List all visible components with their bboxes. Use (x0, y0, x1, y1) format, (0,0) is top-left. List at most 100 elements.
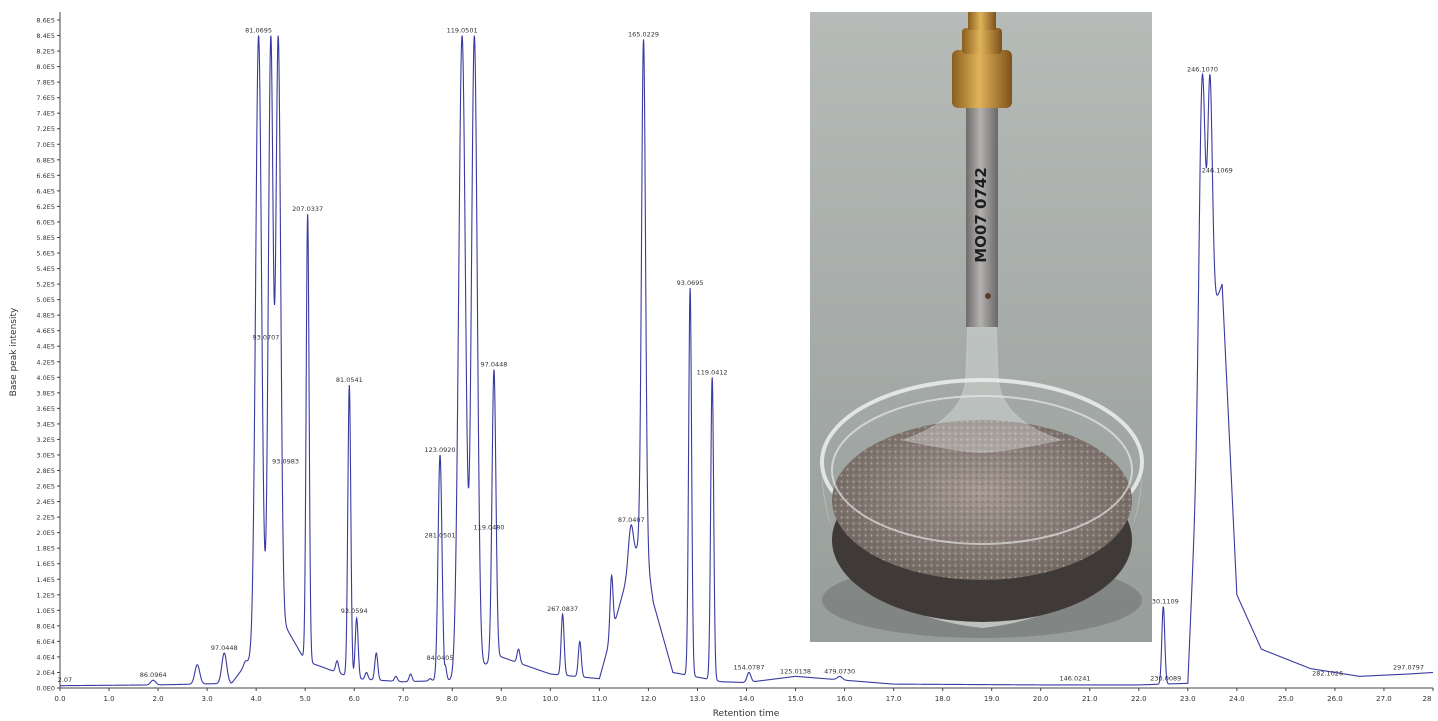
y-tick-label: 4.6E5 (36, 327, 55, 335)
x-tick-label: 27.0 (1376, 695, 1392, 703)
peak-label: 146.0241 (1060, 674, 1091, 682)
y-tick-label: 4.0E4 (36, 653, 55, 661)
peak-label: 282.1026 (1312, 670, 1343, 678)
peak-label: 93.0695 (677, 279, 704, 287)
x-tick-label: 12.0 (641, 695, 657, 703)
x-tick-group: 0.0 1.0 2.0 3.0 4.0 5.0 6.0 7.0 8.0 9.0 10.0 11.0 12… (54, 688, 1434, 703)
peak-label: 2.07 (58, 676, 72, 684)
x-tick-label: 13.0 (690, 695, 706, 703)
x-tick-label: 17.0 (886, 695, 902, 703)
peak-label: 81.0541 (336, 376, 363, 384)
x-tick-label: 16.0 (837, 695, 853, 703)
peak-label: 81.0695 (245, 27, 272, 35)
peak-label: 119.0412 (697, 368, 728, 376)
peak-label: 246.1070 (1187, 65, 1218, 73)
inset-photo: MO07 0742 (810, 12, 1152, 642)
y-tick-label: 5.2E5 (36, 281, 55, 289)
x-tick-label: 9.0 (496, 695, 507, 703)
powder-texture (832, 420, 1132, 580)
peak-label: 97.0448 (481, 361, 508, 369)
y-tick-label: 8.0E4 (36, 622, 55, 630)
peak-label: 479.0730 (824, 667, 855, 675)
y-tick-label: 7.8E5 (36, 79, 55, 87)
peak-label: 267.0837 (547, 605, 578, 613)
y-tick-label: 7.4E5 (36, 110, 55, 118)
brass-fitting-cap (962, 28, 1002, 54)
peak-label: 125.0138 (780, 667, 811, 675)
peak-label: 207.0337 (292, 205, 323, 213)
y-tick-label: 8.6E5 (36, 17, 55, 25)
y-tick-label: 1.6E5 (36, 560, 55, 568)
peak-label: 86.0964 (140, 671, 167, 679)
y-tick-label: 6.0E4 (36, 638, 55, 646)
x-tick-label: 23.0 (1180, 695, 1196, 703)
x-tick-label: 21.0 (1082, 695, 1098, 703)
x-tick-label: 4.0 (251, 695, 262, 703)
x-tick-label: 22.0 (1131, 695, 1147, 703)
y-tick-label: 6.6E5 (36, 172, 55, 180)
peak-label-group: 2.07 86.0964 97.0448 81.0695 93.0707 93.0983 2… (58, 27, 1424, 684)
y-tick-label: 5.6E5 (36, 250, 55, 258)
x-tick-label: 15.0 (788, 695, 804, 703)
y-tick-label: 1.0E5 (36, 607, 55, 615)
tube-spot (985, 293, 991, 299)
x-tick-label: 1.0 (103, 695, 114, 703)
x-tick-label: 26.0 (1327, 695, 1343, 703)
y-tick-label: 5.4E5 (36, 265, 55, 273)
x-tick-label: 7.0 (398, 695, 409, 703)
y-tick-label: 4.2E5 (36, 358, 55, 366)
x-tick-label: 3.0 (202, 695, 213, 703)
x-tick-label: 20.0 (1033, 695, 1049, 703)
x-tick-label: 18.0 (935, 695, 951, 703)
y-tick-label: 3.0E5 (36, 451, 55, 459)
peak-label: 97.0448 (211, 644, 238, 652)
x-tick-label: 25.0 (1278, 695, 1294, 703)
y-tick-label: 8.0E5 (36, 63, 55, 71)
peak-label: 93.0983 (272, 458, 299, 466)
x-tick-label: 2.0 (153, 695, 164, 703)
x-tick-label: 14.0 (739, 695, 755, 703)
y-tick-label: 4.8E5 (36, 312, 55, 320)
y-tick-label: 0.0E0 (36, 685, 55, 693)
x-tick-label: 28 (1423, 695, 1432, 703)
y-tick-label: 1.4E5 (36, 576, 55, 584)
y-tick-label: 6.2E5 (36, 203, 55, 211)
y-tick-label: 5.8E5 (36, 234, 55, 242)
peak-label: 84.0405 (427, 654, 454, 662)
brass-fitting-nut (952, 50, 1012, 108)
y-tick-label: 8.4E5 (36, 32, 55, 40)
peak-label: 297.0797 (1393, 663, 1424, 671)
y-tick-label: 7.6E5 (36, 94, 55, 102)
chromatogram-trace (60, 35, 1434, 687)
y-tick-label: 6.8E5 (36, 156, 55, 164)
y-tick-label: 6.0E5 (36, 218, 55, 226)
y-tick-label: 2.2E5 (36, 514, 55, 522)
x-tick-label: 11.0 (592, 695, 608, 703)
y-tick-label: 3.4E5 (36, 420, 55, 428)
peak-label: 165.0229 (628, 30, 659, 38)
x-tick-label: 8.0 (447, 695, 458, 703)
dish-inner-rim (831, 395, 1133, 545)
y-tick-label: 1.2E5 (36, 591, 55, 599)
x-axis-label: Retention time (713, 709, 780, 717)
y-tick-label: 3.8E5 (36, 389, 55, 397)
y-tick-label: 3.2E5 (36, 436, 55, 444)
x-tick-label: 0.0 (54, 695, 65, 703)
y-tick-label: 3.6E5 (36, 405, 55, 413)
peak-label: 281.0501 (425, 531, 456, 539)
x-tick-label: 24.0 (1229, 695, 1245, 703)
peak-label: 119.0501 (447, 27, 478, 35)
peak-label: 230.1109 (1148, 597, 1179, 605)
peak-label: 246.1069 (1202, 166, 1233, 174)
brass-fitting-top (968, 12, 996, 30)
y-tick-label: 8.2E5 (36, 48, 55, 56)
x-tick-label: 10.0 (543, 695, 559, 703)
y-tick-label: 1.8E5 (36, 545, 55, 553)
x-tick-label: 6.0 (349, 695, 360, 703)
x-tick-label: 5.0 (300, 695, 311, 703)
tube-marking: MO07 0742 (972, 167, 990, 263)
y-tick-label: 7.0E5 (36, 141, 55, 149)
y-tick-label: 2.0E4 (36, 669, 55, 677)
